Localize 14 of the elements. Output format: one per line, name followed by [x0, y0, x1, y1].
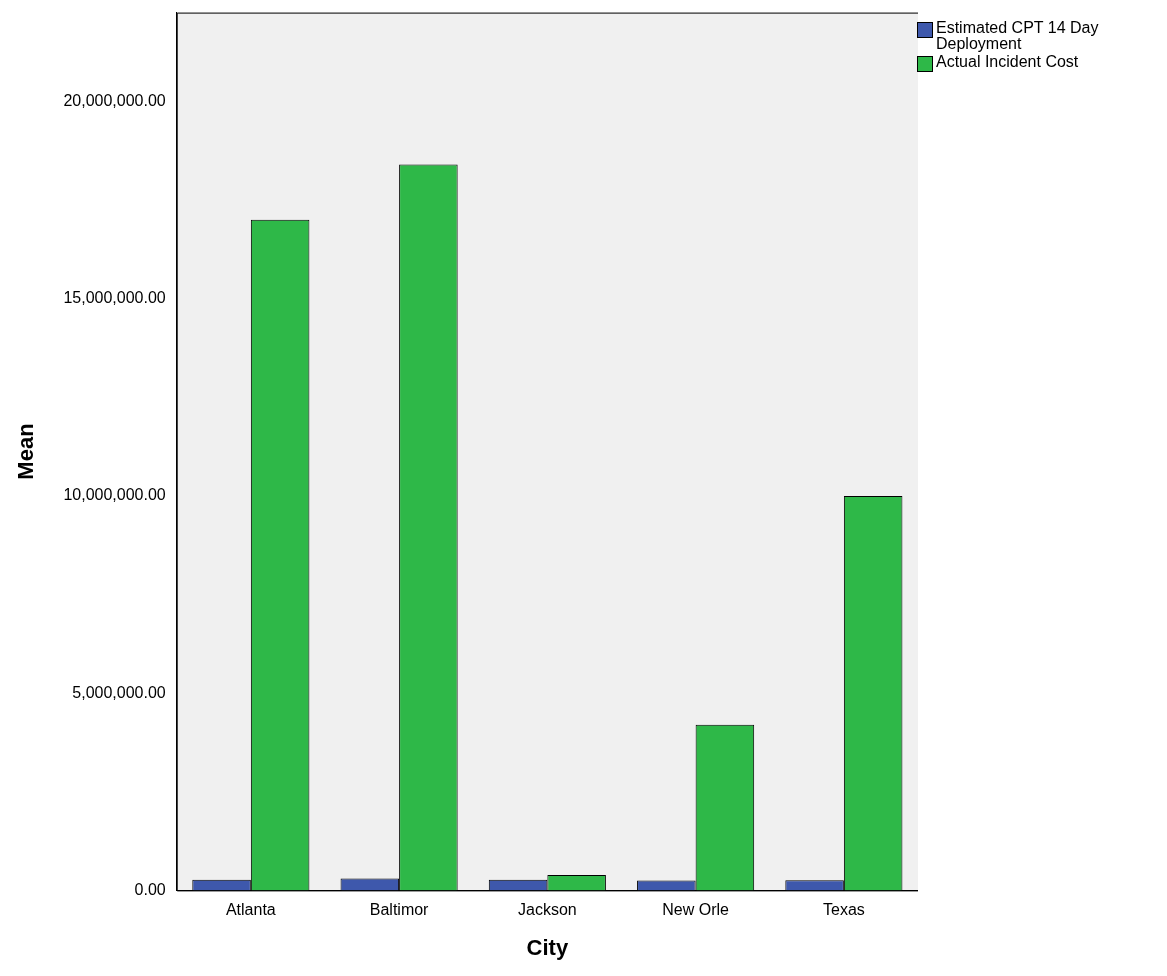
x-axis-title: City: [526, 934, 569, 960]
x-tick-label: Jackson: [518, 901, 577, 919]
y-tick-label: 15,000,000.00: [63, 289, 166, 307]
legend-label: Estimated CPT 14 Day Deployment: [936, 19, 1100, 52]
y-axis-title: Mean: [13, 423, 39, 480]
y-tick-label: 5,000,000.00: [72, 683, 166, 701]
x-tick-label: Texas: [822, 901, 865, 919]
y-tick-label: 0.00: [134, 880, 166, 898]
x-tick-label: Baltimor: [369, 901, 430, 919]
x-tick-label: Atlanta: [225, 901, 276, 919]
x-tick-label: New Orle: [662, 901, 730, 919]
y-tick-label: 10,000,000.00: [63, 486, 166, 504]
legend-label: Actual Incident Cost: [936, 53, 1080, 70]
y-tick-label: 20,000,000.00: [63, 91, 166, 109]
